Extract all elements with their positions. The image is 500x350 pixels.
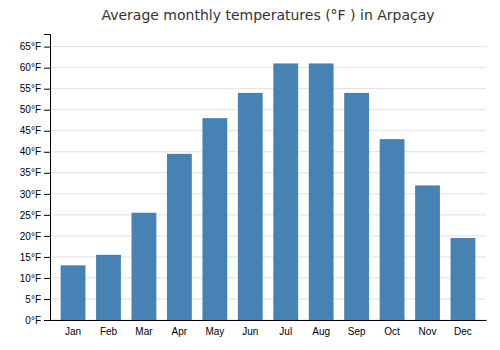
bar xyxy=(415,185,440,320)
axis-line xyxy=(51,320,487,321)
y-tick: 15°F xyxy=(20,252,50,263)
tick-label: 55°F xyxy=(20,83,41,94)
y-tick: 50°F xyxy=(20,104,50,115)
tick-mark xyxy=(44,152,50,153)
tick-label: 50°F xyxy=(20,104,41,115)
chart: 0°F 5°F 10°F 15°F 20°F 25°F 30°F 35°F 40°F 45°F 50… xyxy=(0,0,500,350)
y-tick: 10°F xyxy=(20,273,50,284)
y-tick: 25°F xyxy=(20,210,50,221)
grid-line xyxy=(50,151,486,152)
tick-mark xyxy=(44,215,50,216)
bar xyxy=(451,238,476,320)
tick-label: Jan xyxy=(65,326,81,337)
tick-mark xyxy=(44,194,50,195)
axis-line xyxy=(44,35,51,321)
grid-line xyxy=(50,67,486,68)
tick-label: 0°F xyxy=(25,315,41,326)
grid-line xyxy=(50,172,486,173)
x-tick: Aug xyxy=(312,326,330,337)
y-tick: 55°F xyxy=(20,83,50,94)
tick-label: 10°F xyxy=(20,273,41,284)
tick-mark xyxy=(44,173,50,174)
x-tick: Dec xyxy=(454,326,472,337)
tick-mark xyxy=(44,299,50,300)
tick-label: 60°F xyxy=(20,62,41,73)
x-tick: Mar xyxy=(135,326,153,337)
tick-label: Feb xyxy=(100,326,118,337)
tick-mark xyxy=(44,257,50,258)
tick-mark xyxy=(44,89,50,90)
grid-line xyxy=(50,130,486,131)
x-tick: Jul xyxy=(279,326,292,337)
x-tick: Nov xyxy=(419,326,437,337)
x-tick: Sep xyxy=(348,326,366,337)
tick-label: Dec xyxy=(454,326,472,337)
tick-label: 45°F xyxy=(20,125,41,136)
tick-label: 65°F xyxy=(20,41,41,52)
tick-label: Jul xyxy=(279,326,292,337)
y-tick: 60°F xyxy=(20,62,50,73)
x-tick: Jan xyxy=(65,326,81,337)
bar xyxy=(96,255,121,320)
x-tick: Feb xyxy=(100,326,118,337)
tick-label: Oct xyxy=(384,326,400,337)
y-tick: 40°F xyxy=(20,146,50,157)
x-tick: May xyxy=(205,326,224,337)
tick-mark xyxy=(44,47,50,48)
tick-label: Mar xyxy=(135,326,153,337)
y-tick: 0°F xyxy=(25,315,50,326)
tick-label: Jun xyxy=(242,326,258,337)
bar xyxy=(132,213,157,320)
tick-label: 15°F xyxy=(20,252,41,263)
tick-label: Aug xyxy=(312,326,330,337)
y-tick: 35°F xyxy=(20,167,50,178)
tick-label: 40°F xyxy=(20,146,41,157)
y-axis: 0°F 5°F 10°F 15°F 20°F 25°F 30°F 35°F 40°F 45°F 50… xyxy=(20,35,51,326)
bar xyxy=(202,118,227,320)
bar xyxy=(309,63,334,320)
grid-line xyxy=(50,88,486,89)
bar xyxy=(273,63,298,320)
tick-mark xyxy=(44,68,50,69)
tick-label: Sep xyxy=(348,326,366,337)
title: Average monthly temperatures (°F ) in Ar… xyxy=(101,7,434,23)
grid-line xyxy=(50,109,486,110)
tick-mark xyxy=(44,320,50,321)
grid-line xyxy=(50,46,486,47)
y-tick: 45°F xyxy=(20,125,50,136)
y-tick: 30°F xyxy=(20,189,50,200)
y-tick: 65°F xyxy=(20,41,50,52)
y-tick: 5°F xyxy=(25,294,50,305)
tick-label: May xyxy=(205,326,224,337)
bar xyxy=(167,154,192,320)
y-tick: 20°F xyxy=(20,231,50,242)
tick-label: Apr xyxy=(172,326,188,337)
tick-mark xyxy=(44,278,50,279)
grid xyxy=(50,47,486,320)
tick-label: 25°F xyxy=(20,210,41,221)
bar xyxy=(344,93,369,320)
tick-mark xyxy=(44,131,50,132)
bar xyxy=(61,265,86,320)
tick-label: 20°F xyxy=(20,231,41,242)
tick-label: Nov xyxy=(419,326,437,337)
x-tick: Apr xyxy=(172,326,188,337)
x-tick: Oct xyxy=(384,326,400,337)
bar xyxy=(238,93,263,320)
tick-label: 35°F xyxy=(20,167,41,178)
bar xyxy=(380,139,405,320)
x-tick: Jun xyxy=(242,326,258,337)
tick-mark xyxy=(44,236,50,237)
tick-label: 5°F xyxy=(25,294,41,305)
tick-label: 30°F xyxy=(20,189,41,200)
x-axis: Jan Feb Mar Apr May Jun Jul Aug Sep Oct Nov Dec xyxy=(51,321,487,338)
tick-mark xyxy=(44,110,50,111)
plot-area xyxy=(61,63,476,320)
